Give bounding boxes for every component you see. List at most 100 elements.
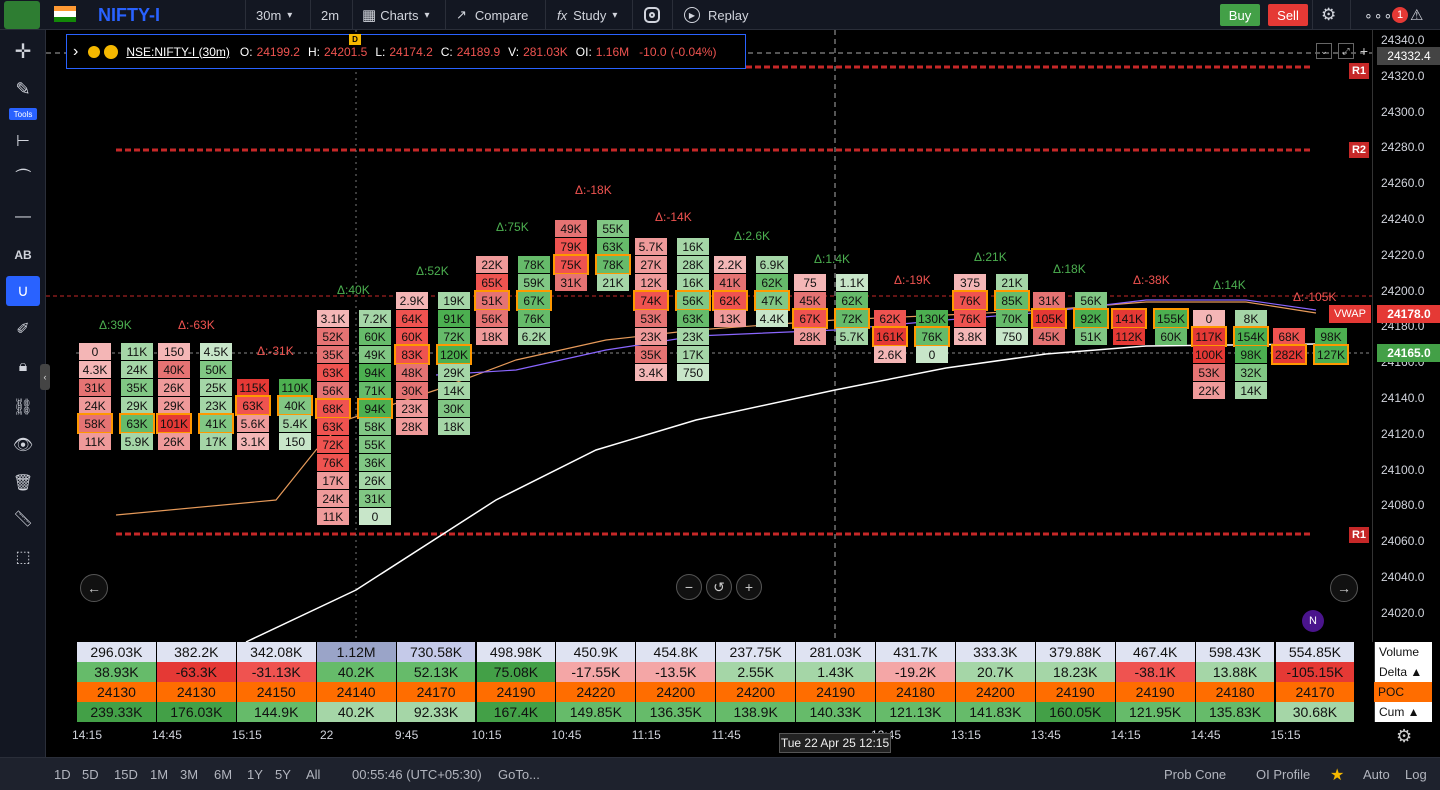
footprint-bid-cell: 72K bbox=[317, 436, 349, 453]
zoom-in-button[interactable]: + bbox=[736, 574, 762, 600]
price-tick: 24120.0 bbox=[1381, 426, 1425, 441]
reset-zoom-button[interactable]: ↺ bbox=[706, 574, 732, 600]
oi-profile-button[interactable]: OI Profile bbox=[1256, 767, 1311, 782]
time-axis[interactable]: 14:15 14:45 15:15 22 9:45 10:15 10:45 11:15 11:4… bbox=[46, 722, 1412, 757]
star-icon[interactable]: ★ bbox=[1330, 766, 1345, 784]
volume-cell: 730.58K bbox=[396, 642, 477, 662]
cursor-icon[interactable]: ⬚ bbox=[15, 549, 31, 566]
add-indicator-icon[interactable]: + bbox=[1359, 43, 1369, 59]
eye-icon[interactable]: 👁︎ bbox=[12, 437, 34, 454]
range-1y[interactable]: 1Y bbox=[247, 767, 263, 782]
replay-button[interactable]: ▶ Replay bbox=[684, 0, 748, 30]
trend-line-icon[interactable]: ⊢ bbox=[16, 133, 30, 150]
time-tick: 10:15 bbox=[471, 728, 502, 742]
zoom-out-button[interactable]: − bbox=[676, 574, 702, 600]
delta-cell: 1.43K bbox=[796, 662, 876, 682]
legend-symbol[interactable]: NSE:NIFTY-I (30m) bbox=[126, 44, 230, 59]
footprint-ask-cell: 11K bbox=[121, 343, 153, 360]
lock-icon[interactable]: 🔒︎ bbox=[18, 358, 28, 375]
instagram-icon[interactable] bbox=[644, 0, 660, 30]
footprint-ask-cell: 55K bbox=[597, 220, 629, 237]
range-15d[interactable]: 15D bbox=[114, 767, 138, 782]
footprint-bid-cell: 17K bbox=[317, 472, 349, 489]
collapse-legend-icon[interactable]: › bbox=[73, 42, 79, 60]
range-1m[interactable]: 1M bbox=[150, 767, 169, 782]
range-5y[interactable]: 5Y bbox=[275, 767, 291, 782]
auto-scale-button[interactable]: Auto bbox=[1363, 767, 1390, 782]
footprint-ask-cell: 71K bbox=[359, 382, 391, 399]
measure-icon[interactable]: 📏︎ bbox=[12, 511, 34, 528]
price-axis[interactable]: 24340.0 24320.0 24300.0 24280.0 24260.0 24240… bbox=[1329, 30, 1440, 642]
footprint-bid-cell: 100K bbox=[1193, 346, 1225, 363]
sell-button[interactable]: Sell bbox=[1268, 4, 1308, 26]
range-6m[interactable]: 6M bbox=[214, 767, 233, 782]
compare-button[interactable]: ↗ Compare bbox=[456, 0, 528, 30]
footprint-ask-cell: 35K bbox=[121, 379, 153, 396]
legend-v-value: 281.03K bbox=[523, 44, 568, 59]
footprint-ask-cell: 130K bbox=[916, 310, 948, 327]
interval-selector[interactable]: 30m ▾ bbox=[256, 0, 292, 30]
legend-collapse-button[interactable]: ⌄ bbox=[1316, 43, 1332, 59]
footprint-ask-cell: 63K bbox=[119, 413, 155, 434]
footprint-bid-cell: 51K bbox=[474, 290, 510, 311]
notification-badge[interactable]: 1 bbox=[1392, 7, 1408, 23]
crosshair-icon[interactable]: ✛ bbox=[14, 40, 32, 63]
more-options-icon[interactable]: ∘∘∘ bbox=[1364, 6, 1394, 23]
fullscreen-icon[interactable]: ⤢ bbox=[1338, 43, 1354, 59]
expand-left-panel-icon[interactable]: ‹ bbox=[40, 364, 50, 390]
footprint-bid-cell: 60K bbox=[396, 328, 428, 345]
scroll-right-button[interactable]: → bbox=[1330, 574, 1358, 602]
range-3m[interactable]: 3M bbox=[180, 767, 199, 782]
alert-icon[interactable]: ⚠ bbox=[1410, 7, 1424, 24]
n-badge[interactable]: N bbox=[1302, 610, 1324, 632]
footprint-ask-cell: 55K bbox=[359, 436, 391, 453]
magnet-icon[interactable]: ∪ bbox=[6, 276, 40, 306]
cum-row-label[interactable]: Cum ▲ bbox=[1374, 702, 1432, 722]
legend-h-label: H: bbox=[307, 44, 320, 59]
goto-button[interactable]: GoTo... bbox=[498, 767, 540, 782]
log-scale-button[interactable]: Log bbox=[1405, 767, 1427, 782]
buy-button[interactable]: Buy bbox=[1220, 4, 1260, 26]
footprint-bid-cell: 24K bbox=[79, 397, 111, 414]
time-tick: 22 bbox=[320, 728, 334, 742]
settings-gear-icon[interactable]: ⚙ bbox=[1321, 5, 1337, 24]
charts-menu[interactable]: ▦ Charts ▾ bbox=[362, 0, 430, 30]
r1-lower-label: R1 bbox=[1349, 527, 1369, 543]
range-1d[interactable]: 1D bbox=[54, 767, 71, 782]
status-dot-icon bbox=[88, 45, 101, 58]
symbol-name[interactable]: NIFTY-I bbox=[98, 4, 160, 25]
footprint-bid-cell: 68K bbox=[315, 398, 351, 419]
poc-row-label[interactable]: POC bbox=[1374, 682, 1432, 702]
footprint-ask-cell: 1.1K bbox=[836, 274, 868, 291]
footprint-ask-cell: 32K bbox=[1235, 364, 1267, 381]
box-interval-button[interactable]: 2m bbox=[321, 7, 340, 23]
poc-cell: 24190 bbox=[1035, 682, 1116, 702]
app-logo[interactable] bbox=[4, 1, 40, 29]
chart-area[interactable]: › NSE:NIFTY-I (30m) O: 24199.2 H: 24201.5 … bbox=[46, 30, 1432, 643]
range-5d[interactable]: 5D bbox=[82, 767, 99, 782]
link-icon[interactable]: ⛓ bbox=[12, 399, 34, 416]
range-all[interactable]: All bbox=[306, 767, 321, 782]
footprint-ask-cell: 98K bbox=[1315, 328, 1347, 345]
horizontal-line-icon[interactable]: — bbox=[15, 208, 31, 225]
text-icon[interactable]: AB bbox=[14, 248, 32, 262]
prob-cone-button[interactable]: Prob Cone bbox=[1164, 767, 1227, 782]
time-tick: 11:15 bbox=[631, 728, 661, 742]
axis-settings-gear-icon[interactable]: ⚙ bbox=[1396, 726, 1413, 746]
volume-cell: 554.85K bbox=[1275, 642, 1356, 662]
footprint-bid-cell: 35K bbox=[635, 346, 667, 363]
scroll-left-button[interactable]: ← bbox=[80, 574, 108, 602]
pattern-icon[interactable]: ⏜ bbox=[15, 170, 31, 187]
delta-cell: 52.13K bbox=[396, 662, 477, 682]
volume-row-label[interactable]: Volume bbox=[1374, 642, 1432, 662]
delta-row-label[interactable]: Delta ▲ bbox=[1374, 662, 1432, 682]
footprint-bid-cell: 76K bbox=[954, 310, 986, 327]
trash-icon[interactable]: 🗑︎ bbox=[12, 475, 34, 492]
delta-cell: 38.93K bbox=[77, 662, 157, 682]
pencil-icon[interactable]: ✎ bbox=[15, 78, 31, 99]
clock-display[interactable]: 00:55:46 (UTC+05:30) bbox=[352, 767, 482, 782]
footprint-bid-cell: 74K bbox=[633, 290, 669, 311]
ruler-icon[interactable]: ✐ bbox=[16, 321, 30, 338]
study-menu[interactable]: fx Study ▾ bbox=[557, 0, 617, 30]
footprint-ask-cell: 23K bbox=[677, 328, 709, 345]
